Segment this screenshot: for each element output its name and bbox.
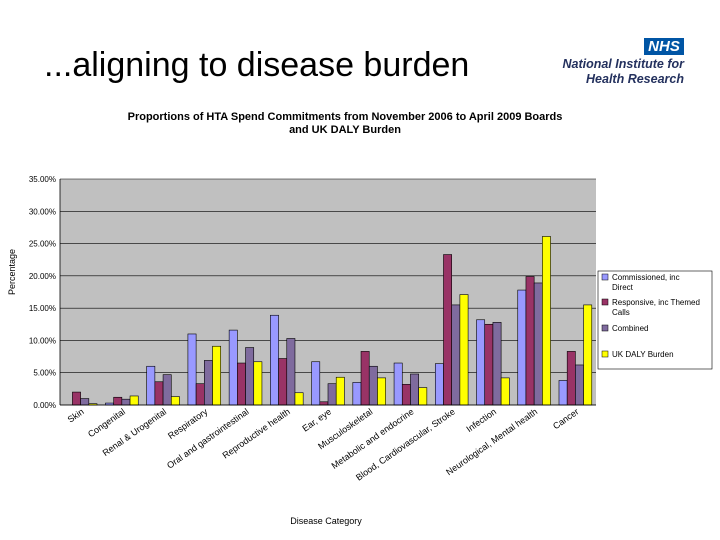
legend-box [597,270,713,370]
nhs-badge: NHS [644,38,684,55]
bar-4-6 [294,392,304,406]
legend-label: UK DALY Burden [612,350,674,359]
bar-3-7 [327,383,337,406]
bar-1-6 [270,314,279,406]
bar-4-3 [170,396,180,406]
bar-4-11 [500,377,510,406]
bar-4-2 [129,395,139,406]
y-axis-label: Percentage [7,249,17,295]
bars [72,236,593,406]
bar-2-9 [401,384,411,406]
chart-title-line-2: and UK DALY Burden [289,124,401,136]
category-label: Cancer [551,406,581,431]
bar-3-8 [368,365,378,406]
legend-swatch [601,324,609,332]
bar-1-9 [393,362,403,406]
bar-1-5 [228,329,238,406]
bar-3-2 [121,398,131,406]
bar-1-8 [352,382,362,406]
bar-2-10 [443,254,452,406]
bar-4-8 [377,377,386,406]
bar-3-1 [80,398,90,406]
category-label: Oral and gastrointestinal [165,406,251,470]
bar-1-11 [476,319,486,406]
bar-2-6 [278,358,288,406]
bar-2-4 [195,383,205,406]
bar-1-13 [558,380,568,406]
bar-3-11 [492,322,502,406]
slide-title: ...aligning to disease burden [44,46,470,84]
bar-3-4 [204,360,213,406]
y-tick-label: 15.00% [29,304,56,313]
bar-2-13 [566,351,576,406]
category-label: Infection [464,406,498,434]
legend-swatch [601,298,609,306]
bar-4-10 [459,294,469,406]
nihr-logo: NHS National Institute for Health Resear… [556,38,686,88]
bar-1-10 [434,363,444,406]
bar-2-3 [154,381,164,406]
legend-label: Responsive, inc Themed Calls [612,298,700,317]
legend-label: Commissioned, inc Direct [612,273,680,292]
bar-2-12 [525,276,535,406]
bar-1-3 [146,365,156,406]
bar-2-11 [484,323,494,406]
bar-3-3 [162,374,172,406]
bar-1-4 [187,333,197,406]
bar-3-5 [245,347,255,406]
category-label: Skin [66,406,86,424]
category-label: Ear, eye [300,406,333,433]
bar-2-7 [319,401,329,406]
bar-2-1 [72,391,81,406]
y-tick-label: 30.00% [29,207,56,216]
bar-1-12 [517,289,527,406]
legend-label: Combined [612,324,648,333]
plot-area [60,179,596,405]
category-label: Reproductive health [221,406,292,460]
bar-3-6 [286,338,296,406]
y-tick-label: 25.00% [29,240,56,249]
y-tick-label: 20.00% [29,272,56,281]
y-tick-label: 5.00% [33,369,56,378]
legend-swatch [601,273,609,281]
legend-swatch [601,350,609,358]
bar-2-2 [113,396,123,406]
bar-4-7 [335,376,345,406]
bar-3-13 [575,364,584,406]
bar-4-12 [542,236,551,406]
bar-2-8 [360,351,370,406]
y-tick-label: 10.00% [29,336,56,345]
bar-4-4 [212,345,222,406]
chart-title-line-1: Proportions of HTA Spend Commitments fro… [128,111,563,123]
x-axis-label: Disease Category [290,516,362,526]
bar-2-5 [237,362,246,406]
y-tick-label: 0.00% [33,401,56,410]
logo-line-1: National Institute for [562,57,684,71]
bar-4-13 [583,304,593,406]
logo-line-2: Health Research [586,72,684,86]
bar-3-9 [410,373,419,406]
bar-3-10 [451,304,461,406]
bar-4-9 [418,387,428,406]
y-tick-label: 35.00% [29,175,56,184]
legend: Commissioned, inc Direct Responsive, inc T… [597,270,713,370]
bar-1-7 [311,361,321,406]
bar-4-5 [253,361,263,406]
category-label: Congenital [86,406,127,439]
bar-3-12 [533,282,543,406]
